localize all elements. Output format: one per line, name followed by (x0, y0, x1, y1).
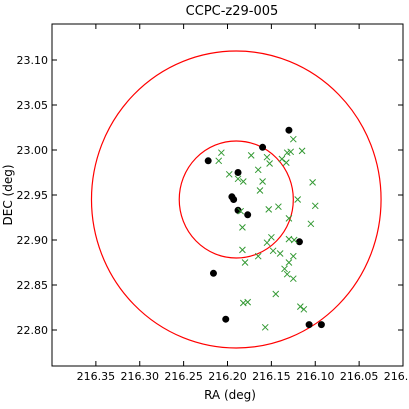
data-point-cross (285, 259, 293, 266)
outer-radius-circle (90, 50, 382, 349)
data-point-cross (289, 135, 297, 143)
data-point-cross (275, 203, 282, 211)
data-point-dot (305, 321, 313, 329)
data-point-cross (218, 149, 225, 157)
plot-area (90, 50, 382, 349)
y-tick-label: 22.85 (17, 279, 49, 292)
data-point-cross (237, 207, 245, 215)
data-point-cross (261, 323, 269, 331)
inner-radius-circle (178, 140, 294, 259)
data-point-cross (311, 202, 319, 210)
data-point-cross (298, 147, 306, 155)
data-point-dot (204, 157, 212, 165)
data-point-cross (239, 246, 246, 254)
data-point-cross (289, 252, 297, 260)
data-point-dot (209, 269, 217, 277)
x-tick-label: 216.00 (384, 370, 409, 383)
data-point-cross (241, 259, 249, 266)
data-point-cross (278, 155, 286, 163)
plot-frame (51, 23, 404, 367)
data-point-dot (234, 169, 242, 176)
axis-ticks: 216.35 216.30 216.25 216.20 216.15 216.10 216.… (17, 24, 409, 383)
y-tick-label: 23.10 (17, 54, 49, 67)
data-point-cross (215, 157, 223, 165)
data-point-cross (225, 170, 233, 178)
data-point-cross (269, 247, 277, 255)
y-tick-label: 23.00 (17, 144, 49, 157)
x-tick-label: 216.15 (252, 370, 291, 383)
data-point-cross (254, 252, 262, 260)
data-point-dot (295, 238, 303, 246)
x-tick-label: 216.10 (296, 370, 335, 383)
data-point-cross (268, 233, 275, 241)
data-point-cross (263, 239, 271, 247)
x-tick-label: 216.20 (208, 370, 247, 383)
data-point-cross (307, 220, 315, 228)
data-point-cross (254, 166, 262, 174)
data-point-cross (283, 149, 291, 157)
data-point-cross (259, 178, 266, 185)
data-point-cross (276, 250, 284, 257)
data-point-cross (290, 236, 298, 244)
y-tick-label: 22.80 (17, 324, 49, 337)
data-point-cross (285, 235, 293, 243)
data-point-cross (283, 270, 291, 278)
y-axis-label: DEC (deg) (1, 165, 15, 226)
x-tick-label: 216.05 (340, 370, 379, 383)
data-point-cross (244, 298, 252, 306)
data-point-cross (263, 153, 271, 161)
data-point-cross (289, 275, 297, 283)
data-point-cross (272, 290, 280, 298)
data-point-cross (296, 303, 304, 310)
data-point-cross (281, 265, 288, 273)
data-point-cross (239, 299, 247, 307)
data-point-cross (265, 206, 273, 213)
data-point-cross (239, 178, 247, 185)
data-point-cross (234, 175, 242, 183)
data-point-cross (266, 160, 273, 167)
data-point-cross (309, 179, 316, 186)
data-point-dot (230, 196, 238, 203)
data-point-cross (294, 196, 302, 203)
y-tick-label: 23.05 (17, 99, 49, 112)
data-point-cross (300, 305, 308, 313)
chart-title: CCPC-z29-005 (186, 4, 279, 19)
y-tick-label: 22.90 (17, 234, 49, 247)
data-point-cross (282, 159, 290, 166)
x-tick-label: 216.30 (121, 370, 160, 383)
data-point-cross (256, 187, 264, 194)
x-axis-label: RA (deg) (204, 388, 256, 402)
data-point-cross (247, 152, 255, 159)
data-point-dot (317, 321, 325, 329)
data-point-dot (285, 126, 293, 134)
data-point-dot (244, 211, 252, 219)
data-point-dot (222, 315, 230, 323)
data-point-dot (259, 143, 267, 151)
data-point-cross (239, 224, 246, 231)
data-point-cross (285, 215, 293, 222)
x-tick-label: 216.35 (77, 370, 116, 383)
x-tick-label: 216.25 (164, 370, 203, 383)
y-tick-label: 22.95 (17, 189, 49, 202)
